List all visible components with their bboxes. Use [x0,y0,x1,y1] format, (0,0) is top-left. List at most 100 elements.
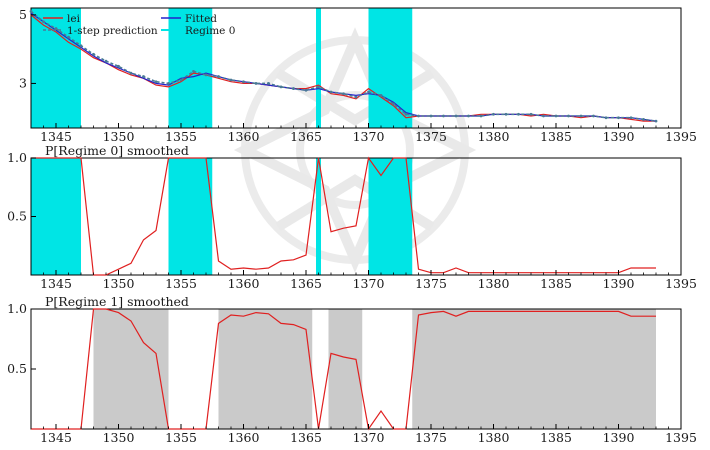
prediction-point [242,80,245,84]
legend-label: 1-step prediction [67,25,158,37]
legend: lei Fitted 1-step prediction Regime 0 [43,13,235,37]
prediction-point [317,85,320,89]
prediction-point [442,114,445,118]
prediction-point [117,64,120,68]
x-tick-label: 1390 [603,430,635,445]
x-tick-label: 1360 [228,430,260,445]
x-tick-label: 1345 [40,430,72,445]
prediction-point [517,112,520,116]
series-lines [31,308,656,431]
x-tick-label: 1345 [40,129,72,144]
prediction-point [567,114,570,118]
regime-0-shading [31,158,413,275]
panel-title: P[Regime 0] smoothed [45,143,189,158]
prediction-point [367,90,370,94]
prediction-point [104,59,108,63]
prediction-point [179,78,183,82]
series-lines [29,10,658,123]
x-tick-label: 1385 [540,129,572,144]
x-tick-label: 1380 [478,430,510,445]
series-line-1-step-prediction [30,10,657,122]
x-tick-label: 1380 [478,129,510,144]
prediction-point [229,78,233,82]
prediction-point [592,114,595,118]
x-tick-label: 1395 [665,430,697,445]
x-ticks: 1345 1350 1355 1360 1365 1370 1375 1380 1385 1390… [30,424,697,445]
shade-band [31,158,81,275]
x-ticks: 1345 1350 1355 1360 1365 1370 1375 1380 1385 1390… [30,123,697,144]
y-tick-label: 0.5 [7,209,27,224]
prediction-point [29,10,33,13]
x-tick-label: 1395 [665,129,697,144]
legend-label: lei [67,13,81,25]
shade-band [368,8,413,128]
prediction-point [629,116,633,120]
prediction-point [254,82,258,85]
series-line-probability [31,156,656,276]
prediction-point [329,90,333,94]
y-ticks: 35 [19,7,36,90]
x-tick-label: 1375 [415,276,447,291]
prediction-point [654,119,658,123]
panel-p-regime-1: P[Regime 1] smoothed 0.5 1.0 1345 1350 1355… [7,294,697,445]
panel-title: P[Regime 1] smoothed [45,294,189,309]
x-tick-label: 1375 [415,129,447,144]
x-tick-label: 1390 [603,129,635,144]
shade-band [168,158,213,275]
shade-band [316,158,321,275]
prediction-point [504,112,508,116]
prediction-point [604,116,608,120]
y-tick-label: 0.5 [7,361,27,376]
shade-band [93,309,169,429]
prediction-point [542,114,545,118]
prediction-point [279,85,283,89]
shade-band [368,158,413,275]
x-tick-label: 1380 [478,276,510,291]
prediction-point [642,118,645,121]
x-tick-label: 1370 [353,276,385,291]
prediction-point [429,114,433,118]
x-ticks: 1345 1350 1355 1360 1365 1370 1375 1380 1385 1390… [30,270,697,291]
shade-band [168,8,213,128]
prediction-point [217,75,220,78]
x-tick-label: 1355 [165,129,197,144]
prediction-point [42,20,45,24]
shade-band [316,8,321,128]
prediction-point [492,112,495,116]
y-tick-label: 1.0 [7,301,27,316]
x-tick-label: 1345 [40,276,72,291]
regime-1-shading [93,309,656,429]
y-tick-label: 3 [19,75,27,90]
panel-p-regime-0: P[Regime 0] smoothed 0.5 1.0 1345 1350 1355… [7,143,697,291]
x-tick-label: 1395 [665,276,697,291]
series-lines [31,156,656,276]
x-tick-label: 1360 [228,129,260,144]
prediction-point [454,114,458,118]
legend-label: Regime 0 [185,25,235,37]
x-tick-label: 1350 [103,276,135,291]
x-tick-label: 1375 [415,430,447,445]
x-tick-label: 1365 [290,276,322,291]
prediction-point [404,112,408,116]
x-tick-label: 1355 [165,276,197,291]
prediction-point [304,88,308,92]
prediction-point [79,44,83,48]
prediction-point [417,114,420,118]
prediction-point [204,73,208,77]
x-tick-label: 1385 [540,430,572,445]
x-tick-label: 1365 [290,129,322,144]
x-tick-label: 1370 [353,129,385,144]
y-tick-label: 1.0 [7,150,27,165]
prediction-point [92,52,95,56]
prediction-point [617,116,620,120]
prediction-point [129,71,133,75]
prediction-point [267,82,270,85]
prediction-point [142,75,145,78]
x-tick-label: 1370 [353,430,385,445]
y-ticks: 0.5 1.0 [7,150,36,224]
prediction-point [292,87,295,90]
prediction-point [379,94,383,97]
shade-band [328,309,363,429]
x-tick-label: 1365 [290,430,322,445]
